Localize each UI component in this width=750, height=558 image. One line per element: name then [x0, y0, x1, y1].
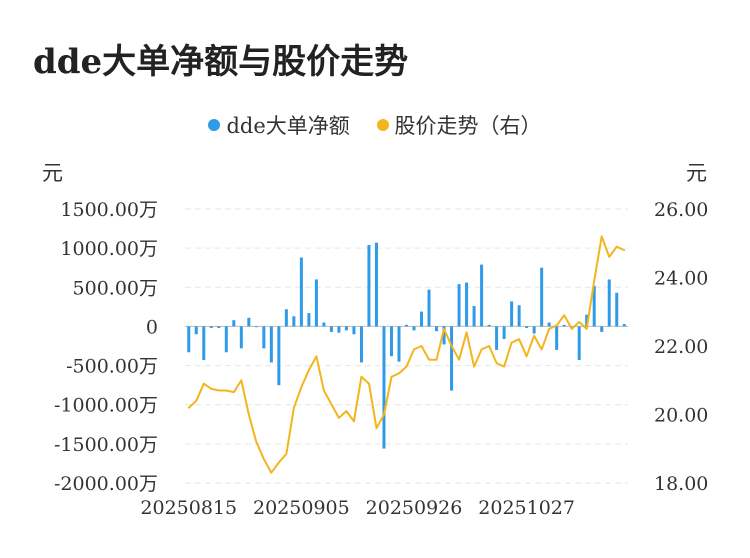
bar [525, 326, 529, 328]
right-axis-unit: 元 [686, 161, 707, 185]
right-tick-label: 22.00 [654, 336, 708, 358]
bar [367, 245, 371, 327]
left-tick-label: 1500.00万 [60, 199, 158, 221]
bar [337, 326, 341, 333]
bar [307, 313, 311, 327]
bar [607, 279, 611, 327]
bar [577, 326, 581, 361]
bar [495, 326, 499, 350]
bar [374, 242, 378, 327]
bar [254, 326, 258, 328]
left-tick-label: -1500.00万 [54, 434, 158, 456]
left-tick-label: -1000.00万 [54, 395, 158, 417]
legend-item-price[interactable]: 股价走势（右） [376, 110, 542, 140]
bar [359, 326, 363, 363]
bar [247, 317, 251, 327]
bar [615, 292, 619, 327]
bar [457, 284, 461, 327]
bar [314, 279, 318, 327]
bar [299, 257, 303, 327]
bar [427, 289, 431, 327]
bar [532, 326, 536, 334]
bar [450, 326, 454, 391]
bar [472, 306, 476, 327]
left-tick-label: 0 [146, 316, 158, 338]
grid-lines [185, 208, 628, 484]
legend-dot-dde [208, 119, 221, 131]
bar [352, 326, 356, 335]
bar [322, 322, 326, 327]
bar [202, 326, 206, 361]
bar [420, 311, 424, 327]
left-tick-label: 500.00万 [73, 277, 158, 299]
right-tick-label: 20.00 [654, 405, 708, 427]
bar [480, 264, 484, 327]
legend-label-price: 股价走势（右） [394, 114, 542, 138]
x-tick-label: 20250815 [140, 497, 237, 519]
left-tick-label: 1000.00万 [60, 238, 158, 260]
left-axis-labels: 1500.00万 1000.00万 500.00万 0 -500.00万 -1000.00… [54, 199, 158, 495]
bar [382, 326, 386, 449]
bar [502, 326, 506, 339]
bar [592, 285, 596, 327]
line-series [187, 235, 626, 474]
bar [562, 324, 566, 327]
bar [277, 326, 281, 386]
bar [269, 326, 273, 363]
bar [239, 326, 243, 349]
legend-dot-price [376, 119, 389, 131]
right-tick-label: 18.00 [654, 473, 708, 495]
legend-item-dde[interactable]: dde大单净额 [208, 110, 350, 140]
bar [510, 301, 514, 327]
bar [540, 267, 544, 327]
bar [292, 316, 296, 327]
bar [187, 326, 191, 353]
bar [217, 326, 221, 328]
bar-series [187, 242, 626, 449]
x-axis-labels: 20250815 20250905 20250926 20251027 [140, 497, 575, 519]
right-tick-label: 26.00 [654, 199, 708, 221]
bar [412, 326, 416, 331]
bar [344, 326, 348, 331]
bar [262, 326, 266, 349]
bar [397, 326, 401, 362]
bar [547, 322, 551, 327]
bar [622, 324, 626, 327]
chart-title: dde大单净额与股价走势 [33, 42, 409, 82]
bar [435, 326, 439, 332]
left-tick-label: -2000.00万 [54, 473, 158, 495]
bar [329, 326, 333, 332]
bar [585, 314, 589, 327]
legend-label-dde: dde大单净额 [226, 114, 350, 138]
x-tick-label: 20250905 [253, 497, 350, 519]
bar [600, 326, 604, 332]
bar [555, 326, 559, 350]
bar [232, 320, 236, 327]
legend: dde大单净额 股价走势（右） [0, 110, 750, 140]
bar [517, 305, 521, 327]
bar [389, 326, 393, 357]
bar [284, 309, 288, 327]
bar [224, 326, 228, 353]
bar [465, 282, 469, 327]
price-line [187, 235, 626, 474]
right-tick-label: 24.00 [654, 268, 708, 290]
bar [194, 326, 198, 335]
x-tick-label: 20250926 [366, 497, 463, 519]
bar [405, 324, 408, 327]
left-axis-unit: 元 [42, 161, 63, 185]
right-axis-labels: 26.00 24.00 22.00 20.00 18.00 [654, 199, 708, 495]
left-tick-label: -500.00万 [66, 356, 158, 378]
bar [487, 324, 491, 327]
bar [442, 326, 446, 345]
x-tick-label: 20251027 [478, 497, 575, 519]
bar [209, 326, 213, 328]
